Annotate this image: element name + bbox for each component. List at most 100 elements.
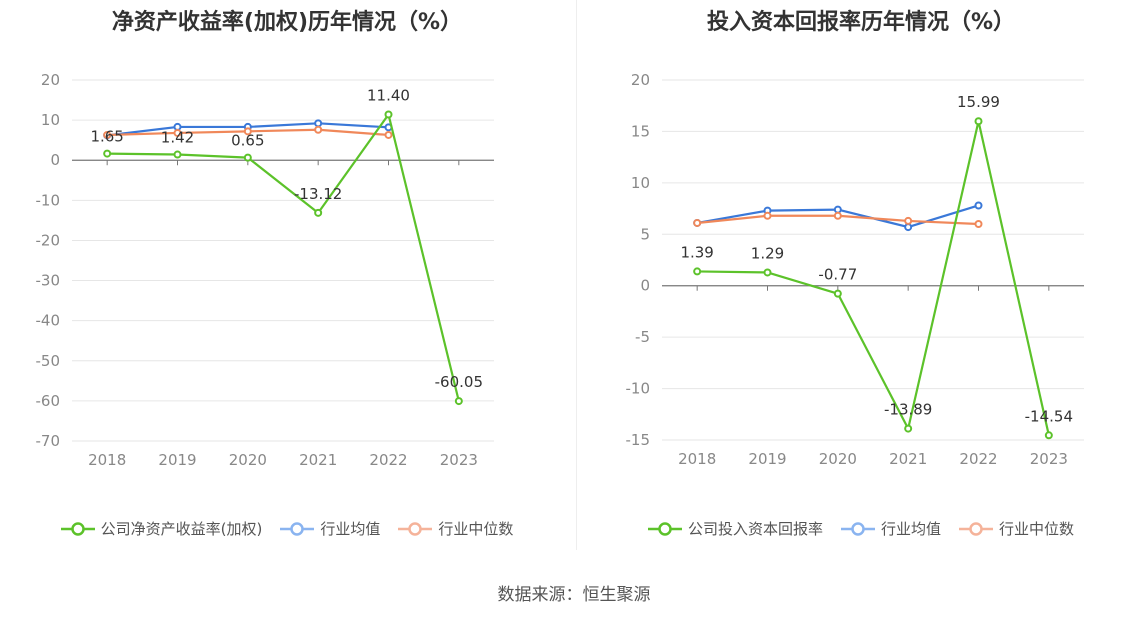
series-point-0 xyxy=(974,117,983,126)
data-label: -13.89 xyxy=(884,401,932,419)
legend-item[interactable]: 行业均值 xyxy=(280,518,380,539)
roe-chart-plot: 20 10 0 -10 -20 -30 -40 -50 -60 -70 2018 2019 2020 20… xyxy=(36,71,494,469)
legend-label: 行业均值 xyxy=(880,520,941,538)
legend-swatch-icon xyxy=(280,521,315,536)
data-label: 1.42 xyxy=(161,129,194,147)
y-tick-label: -50 xyxy=(36,352,61,370)
roe-chart-title: 净资产收益率(加权)历年情况（%） xyxy=(111,10,463,35)
series-point-0 xyxy=(173,150,182,159)
series-point-0 xyxy=(243,153,252,162)
x-tick-label: 2019 xyxy=(748,450,786,468)
y-tick-label: 5 xyxy=(640,225,650,243)
y-tick-label: 20 xyxy=(41,71,60,89)
x-tick-label: 2022 xyxy=(959,450,997,468)
series-point-2 xyxy=(103,130,112,139)
series-point-0 xyxy=(103,149,112,158)
data-label: 1.29 xyxy=(751,244,784,262)
legend-swatch-circle xyxy=(408,521,423,536)
series-point-0 xyxy=(833,289,842,298)
y-tick-label: 15 xyxy=(631,122,650,140)
y-tick-label: -15 xyxy=(626,431,651,449)
series-point-0 xyxy=(454,397,463,406)
x-tick-label: 2019 xyxy=(158,451,196,469)
legend-swatch-icon xyxy=(398,521,433,536)
x-tick-label: 2022 xyxy=(369,451,407,469)
series-point-1 xyxy=(904,223,913,232)
series-point-2 xyxy=(173,128,182,137)
y-tick-label: 0 xyxy=(640,277,650,295)
data-label: 1.39 xyxy=(680,243,713,261)
legend-swatch-circle xyxy=(70,521,85,536)
y-tick-label: 10 xyxy=(41,111,60,129)
y-tick-label: -10 xyxy=(36,191,61,209)
roic-chart-plot: 20 15 10 5 0 -5 -10 -15 2018 2019 2020 2021 2022 2023… xyxy=(626,71,1084,468)
roic-chart-panel: 投入资本回报率历年情况（%） 20 15 10 5 0 -5 -10 -15 2018 2019 2… xyxy=(574,0,1148,560)
y-tick-label: -20 xyxy=(36,231,61,249)
series-point-0 xyxy=(904,424,913,433)
panel-divider xyxy=(576,0,577,550)
legend-label: 行业中位数 xyxy=(438,520,514,538)
legend-swatch-icon xyxy=(840,521,875,536)
legend-item[interactable]: 公司净资产收益率(加权) xyxy=(60,518,263,539)
y-tick-label: -60 xyxy=(36,392,61,410)
series-point-1 xyxy=(833,205,842,214)
data-label: -13.12 xyxy=(294,185,342,203)
series-point-2 xyxy=(693,218,702,227)
x-tick-label: 2023 xyxy=(440,451,478,469)
legend-item[interactable]: 公司投入资本回报率 xyxy=(647,518,823,539)
x-tick-label: 2020 xyxy=(819,450,857,468)
x-tick-label: 2021 xyxy=(889,450,927,468)
y-tick-label: 20 xyxy=(631,71,650,89)
series-point-0 xyxy=(314,208,323,217)
y-tick-label: -30 xyxy=(36,272,61,290)
legend-label: 公司投入资本回报率 xyxy=(687,520,823,538)
y-tick-label: -70 xyxy=(36,432,61,450)
legend-swatch-circle xyxy=(969,521,983,536)
x-tick-label: 2023 xyxy=(1030,450,1068,468)
series-point-2 xyxy=(314,125,323,134)
series-point-0 xyxy=(763,268,772,277)
legend-label: 公司净资产收益率(加权) xyxy=(100,520,263,538)
data-label: 15.99 xyxy=(957,93,1000,111)
roic-chart-legend: 公司投入资本回报率 行业均值 行业中位数 xyxy=(574,518,1148,539)
legend-swatch-icon xyxy=(60,521,95,536)
series-point-2 xyxy=(243,127,252,136)
data-label: -0.77 xyxy=(818,266,857,284)
y-tick-label: -40 xyxy=(36,312,61,330)
series-point-0 xyxy=(693,267,702,276)
legend-item[interactable]: 行业均值 xyxy=(840,518,941,539)
data-label: 0.65 xyxy=(231,132,264,150)
legend-swatch-circle xyxy=(851,521,865,536)
legend-swatch-circle xyxy=(290,521,305,536)
series-point-2 xyxy=(904,216,913,225)
series-point-2 xyxy=(384,130,393,139)
series-line-0 xyxy=(107,113,460,402)
series-point-0 xyxy=(384,110,393,119)
legend-swatch-icon xyxy=(959,521,993,536)
legend-swatch-icon xyxy=(647,521,682,536)
legend-item[interactable]: 行业中位数 xyxy=(398,518,513,539)
data-label: 1.65 xyxy=(90,128,123,146)
legend-label: 行业中位数 xyxy=(999,520,1075,538)
x-tick-label: 2020 xyxy=(229,451,267,469)
y-tick-label: -10 xyxy=(626,380,651,398)
x-tick-label: 2018 xyxy=(88,451,126,469)
x-tick-label: 2021 xyxy=(299,451,337,469)
data-label: -14.54 xyxy=(1025,407,1073,425)
data-label: -60.05 xyxy=(435,373,483,391)
data-source-label: 数据来源：恒生聚源 xyxy=(497,585,651,605)
series-point-1 xyxy=(974,201,983,210)
legend-label: 行业均值 xyxy=(320,520,381,538)
y-tick-label: 10 xyxy=(631,174,650,192)
legend-item[interactable]: 行业中位数 xyxy=(959,518,1074,539)
y-tick-label: 0 xyxy=(50,151,60,169)
series-point-2 xyxy=(763,211,772,220)
data-label: 11.40 xyxy=(367,86,410,104)
series-point-2 xyxy=(833,211,842,220)
series-point-1 xyxy=(314,119,323,128)
y-tick-label: -5 xyxy=(635,328,650,346)
series-line-0 xyxy=(697,120,1050,436)
series-point-0 xyxy=(1044,431,1053,440)
roic-chart-title: 投入资本回报率历年情况（%） xyxy=(706,10,1016,35)
x-tick-label: 2018 xyxy=(678,450,716,468)
